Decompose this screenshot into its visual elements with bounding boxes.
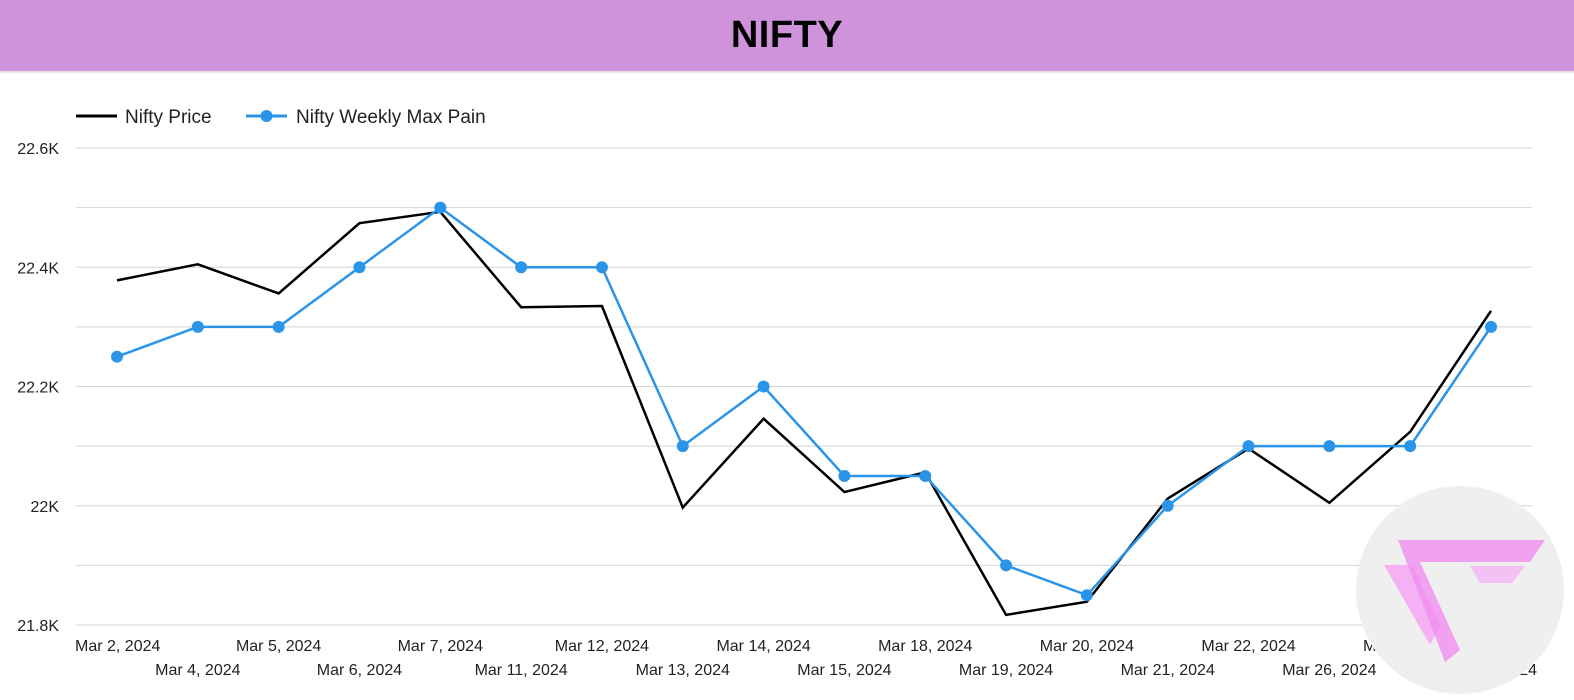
header-divider	[0, 71, 1574, 74]
x-tick-label: Mar 4, 2024	[155, 662, 240, 679]
data-point	[272, 320, 285, 333]
x-tick-label: Mar 22, 2024	[1201, 638, 1295, 655]
data-point	[1323, 440, 1336, 453]
series-line-max-pain	[116, 206, 1493, 597]
x-tick-label: Mar 6, 2024	[317, 662, 402, 679]
data-point	[1404, 440, 1417, 453]
data-point	[757, 380, 770, 393]
watermark-shape	[1470, 566, 1525, 583]
watermark-circle	[1356, 486, 1564, 694]
x-tick-label: Mar 14, 2024	[716, 638, 810, 655]
x-tick-label: Mar 11, 2024	[475, 662, 568, 679]
data-point	[1242, 440, 1255, 453]
data-point	[676, 440, 689, 453]
logo-watermark	[1356, 486, 1564, 694]
legend-marker	[260, 110, 273, 122]
watermark-shape	[1398, 540, 1545, 662]
y-tick-label: 22.6K	[17, 141, 59, 158]
y-axis-ticks: 22.6K 22.4K 22.2K 22K 21.8K	[17, 141, 59, 635]
data-point	[111, 350, 123, 363]
x-tick-label: Mar 5, 2024	[236, 638, 321, 655]
x-axis-ticks: Mar 2, 2024 Mar 4, 2024 Mar 5, 2024 Mar 6, …	[75, 638, 1537, 679]
x-tick-label: Mar 2, 2024	[75, 638, 160, 655]
grid-lines	[76, 147, 1532, 626]
x-tick-label: Mar 20, 2024	[1040, 638, 1134, 655]
x-tick-label: Mar 7, 2024	[398, 638, 483, 655]
x-tick-label: Mar 19, 2024	[959, 662, 1053, 679]
series-layer	[111, 201, 1497, 617]
data-point	[838, 469, 851, 482]
data-point	[191, 320, 204, 333]
y-tick-label: 22.4K	[17, 260, 59, 277]
data-point	[434, 201, 447, 214]
x-tick-label: Mar 15, 2024	[797, 662, 891, 679]
x-tick-label: Mar 26, 2024	[1282, 662, 1376, 679]
data-point	[515, 261, 528, 274]
chart-title: NIFTY	[730, 14, 844, 56]
x-tick-label: Mar 13, 2024	[636, 662, 730, 679]
data-point	[1080, 589, 1093, 602]
y-tick-label: 21.8K	[17, 618, 59, 635]
data-point	[1161, 499, 1174, 512]
y-tick-label: 22K	[31, 499, 60, 516]
legend-label: Nifty Price	[125, 107, 212, 128]
legend: Nifty Price Nifty Weekly Max Pain	[76, 107, 486, 128]
data-point	[353, 261, 366, 274]
x-tick-label: Mar 18, 2024	[878, 638, 972, 655]
data-point	[595, 261, 608, 274]
chart-header: NIFTY	[0, 0, 1574, 71]
data-point	[1000, 559, 1013, 572]
series-line-nifty-price	[116, 210, 1493, 617]
legend-label: Nifty Weekly Max Pain	[296, 107, 486, 128]
data-point	[919, 469, 932, 482]
data-point	[1485, 320, 1497, 333]
watermark-shape	[1384, 565, 1440, 645]
x-tick-label: Mar 21, 2024	[1121, 662, 1215, 679]
x-tick-label: Mar 12, 2024	[555, 638, 649, 655]
y-tick-label: 22.2K	[17, 380, 59, 397]
